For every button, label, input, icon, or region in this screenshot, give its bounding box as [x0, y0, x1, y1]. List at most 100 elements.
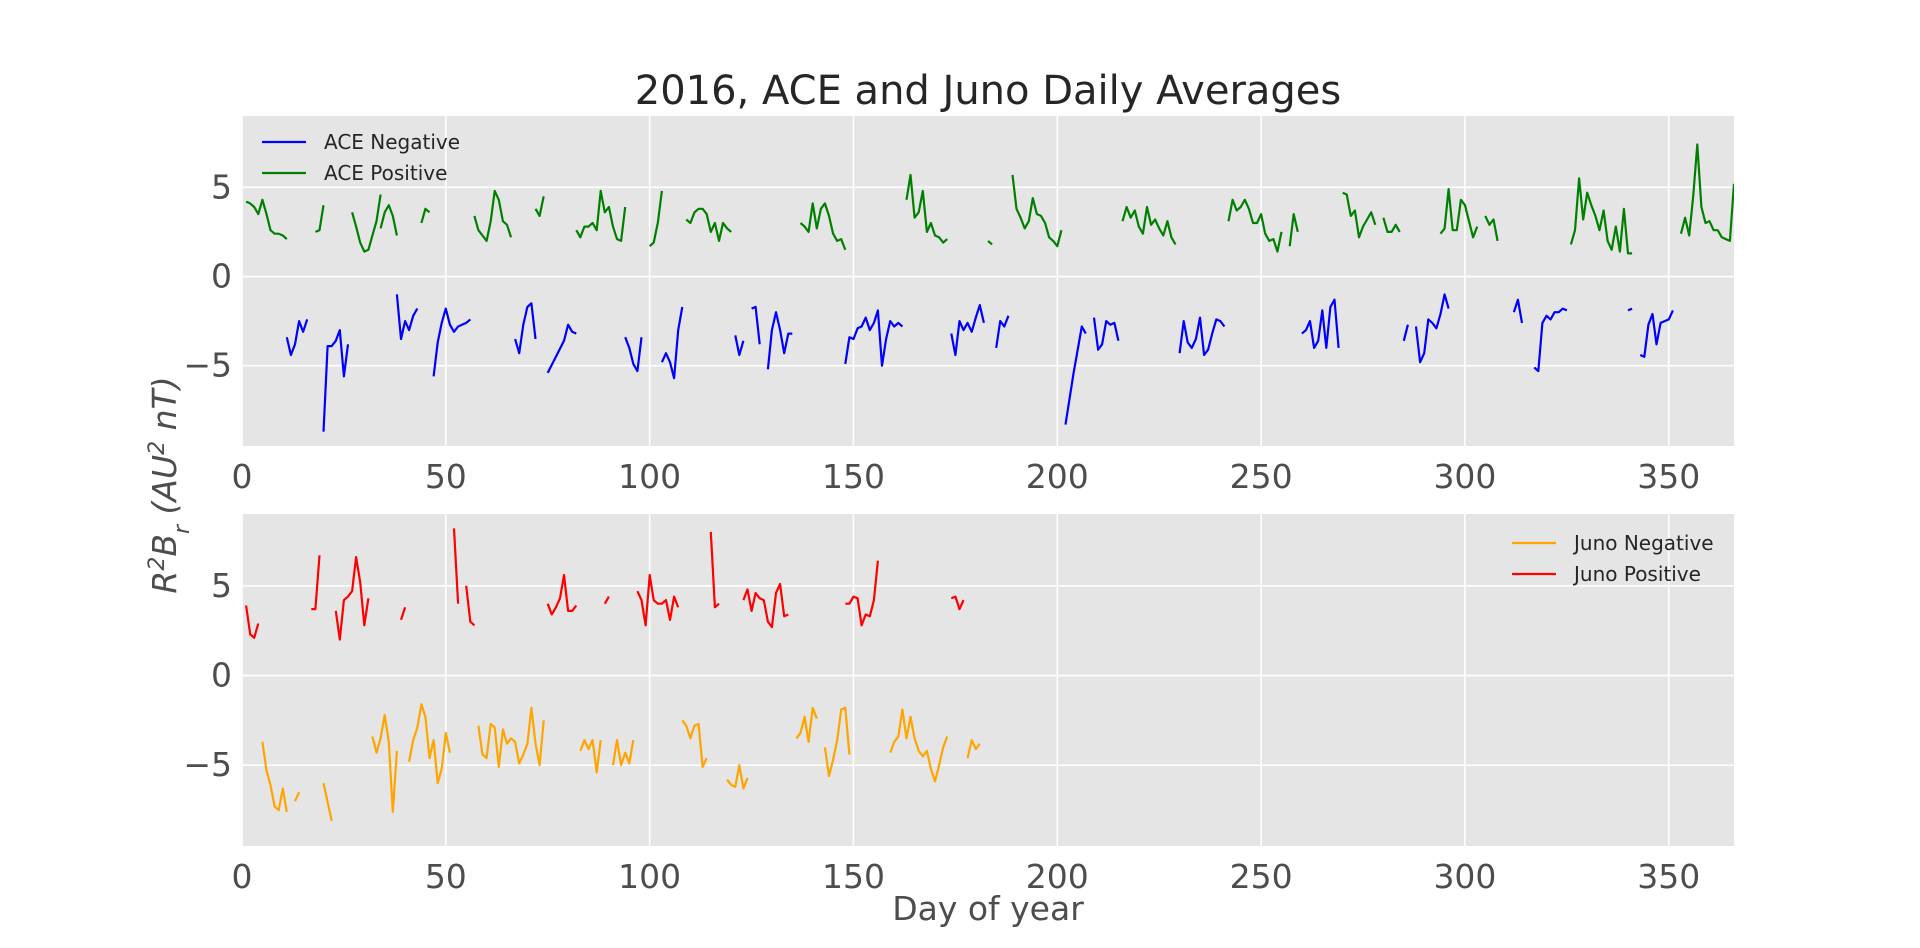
ace-positive-line-segment	[473, 189, 513, 242]
ace-series-lines	[245, 143, 1734, 432]
juno-positive-line-segment	[950, 595, 965, 611]
ace-positive-line-segment	[1382, 217, 1401, 233]
ace-positive-line-segment	[1227, 198, 1283, 253]
ace-negative-line-segment	[1512, 298, 1524, 324]
ace-negative-line-segment	[1414, 293, 1450, 364]
ace-negative-line-segment	[950, 304, 985, 357]
juno-series-lines	[245, 528, 981, 822]
ace-negative-line-segment	[1402, 324, 1409, 342]
ace-negative-line-segment	[322, 329, 350, 432]
juno-negative-line-segment	[823, 706, 851, 778]
ace-positive-line-segment	[314, 205, 325, 233]
juno-x-tick-label: 150	[822, 857, 885, 896]
y-label-b-subscript: r	[170, 523, 195, 534]
ace-positive-line-segment	[987, 240, 993, 246]
ace-negative-line-segment	[1627, 307, 1633, 312]
ace-negative-line-segment	[844, 309, 904, 367]
ace-negative-line-segment	[624, 336, 643, 373]
ace-negative-line-segment	[751, 305, 761, 345]
ace-x-tick-label: 0	[232, 457, 253, 496]
ace-negative-legend-label: ACE Negative	[324, 130, 460, 154]
ace-negative-line-segment	[514, 302, 537, 355]
juno-negative-line-segment	[681, 719, 708, 769]
juno-negative-line-segment	[795, 706, 818, 744]
juno-x-tick-label: 100	[618, 857, 681, 896]
ace-negative-line-segment	[432, 307, 472, 377]
juno-negative-line-segment	[294, 791, 301, 802]
ace-negative-line-segment	[995, 315, 1010, 349]
ace-positive-line-segment	[379, 204, 398, 236]
y-label-r: R	[145, 571, 184, 594]
juno-x-tick-label: 250	[1230, 857, 1293, 896]
x-axis-label: Day of year	[892, 889, 1084, 928]
juno-x-tick-label: 50	[425, 857, 467, 896]
ace-positive-line-segment	[1121, 205, 1177, 245]
ace-positive-line-segment	[420, 207, 431, 224]
ace-negative-line-segment	[660, 306, 684, 380]
juno-positive-line-segment	[546, 573, 578, 616]
juno-negative-line-segment	[889, 708, 949, 783]
ace-negative-line-segment	[1639, 309, 1674, 358]
ace-negative-line-segment	[1064, 325, 1087, 425]
juno-x-tick-label: 300	[1433, 857, 1496, 896]
juno-positive-line-segment	[603, 596, 610, 605]
ace-legend: ACE Negative ACE Positive	[262, 130, 460, 185]
ace-x-tick-label: 200	[1026, 457, 1089, 496]
ace-negative-line-segment	[1178, 316, 1226, 357]
juno-positive-line-segment	[334, 555, 370, 641]
ace-negative-line-segment	[1092, 317, 1120, 351]
ace-x-tick-label: 100	[618, 457, 681, 496]
ace-positive-line-segment	[575, 189, 627, 242]
juno-positive-line-segment	[452, 528, 460, 604]
ace-negative-line-segment	[285, 319, 309, 357]
juno-negative-line-segment	[579, 738, 602, 774]
ace-positive-line-segment	[1679, 143, 1734, 242]
juno-x-tick-label: 200	[1026, 857, 1089, 896]
juno-negative-line-segment	[611, 738, 635, 767]
juno-positive-line-segment	[245, 605, 260, 639]
y-label-b: B	[145, 534, 184, 557]
juno-x-tick-label: 350	[1637, 857, 1700, 896]
ace-positive-line-segment	[1569, 177, 1633, 255]
y-label-unit-exponent: 2	[145, 441, 170, 455]
ace-negative-line-segment	[1301, 298, 1340, 349]
ace-y-tick-label: 0	[211, 257, 232, 296]
ace-x-tick-label: 50	[425, 457, 467, 496]
juno-positive-line-segment	[742, 582, 789, 629]
juno-negative-line-segment	[477, 706, 545, 769]
ace-positive-line-segment	[1439, 188, 1479, 239]
ace-positive-line-segment	[685, 207, 732, 242]
ace-positive-line-segment	[245, 198, 288, 240]
y-axis-label: R2Br (AU2 nT)	[145, 376, 195, 593]
juno-positive-legend-label: Juno Positive	[1572, 562, 1701, 586]
ace-y-tick-label: 5	[211, 167, 232, 206]
juno-positive-line-segment	[845, 560, 879, 627]
juno-negative-line-segment	[322, 782, 333, 822]
juno-plot-area	[242, 514, 1734, 846]
ace-negative-line-segment	[734, 335, 745, 357]
juno-negative-line-segment	[726, 764, 749, 790]
juno-y-tick-label: 5	[211, 566, 232, 605]
ace-positive-line-segment	[534, 196, 545, 217]
ace-positive-line-segment	[1011, 174, 1063, 248]
ace-negative-line-segment	[395, 294, 419, 341]
chart-title: 2016, ACE and Juno Daily Averages	[635, 68, 1341, 114]
juno-y-tick-label: 0	[211, 656, 232, 695]
juno-x-tick-label: 0	[232, 857, 253, 896]
juno-negative-line-segment	[261, 741, 288, 813]
ace-x-tick-label: 150	[822, 457, 885, 496]
ace-negative-line-segment	[546, 323, 577, 374]
y-label-unit-end: nT)	[145, 376, 184, 440]
ace-positive-line-segment	[351, 194, 382, 253]
juno-positive-line-segment	[636, 573, 680, 627]
ace-positive-line-segment	[1288, 213, 1299, 247]
ace-positive-line-segment	[1342, 191, 1377, 239]
juno-negative-legend-label: Juno Negative	[1572, 531, 1714, 555]
ace-x-tick-label: 250	[1230, 457, 1293, 496]
juno-legend: Juno Negative Juno Positive	[1512, 531, 1714, 586]
ace-positive-legend-label: ACE Positive	[324, 161, 447, 185]
ace-positive-line-segment	[1484, 215, 1499, 242]
juno-negative-line-segment	[966, 738, 981, 759]
ace-x-tick-label: 300	[1433, 457, 1496, 496]
